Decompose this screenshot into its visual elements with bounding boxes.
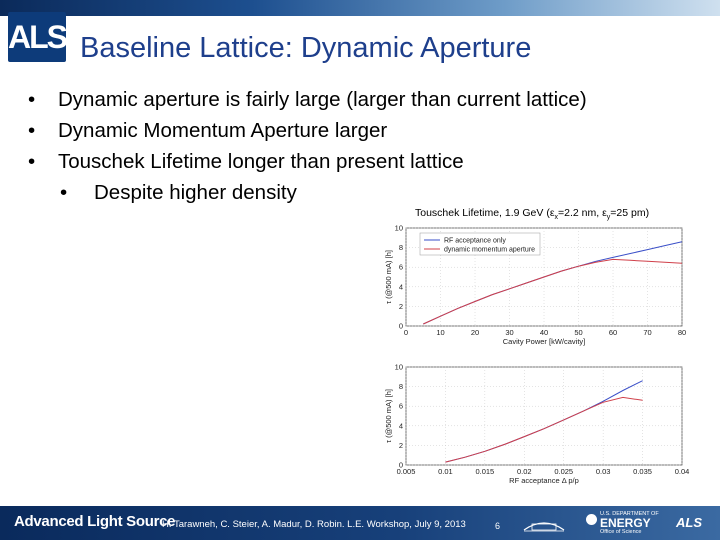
y-tick-label: 4 xyxy=(399,282,403,291)
bullet-text: Dynamic aperture is fairly large (larger… xyxy=(58,88,587,111)
footer-brand: Advanced Light Source xyxy=(14,513,176,530)
y-tick-label: 10 xyxy=(395,224,403,233)
bullet-dot: • xyxy=(60,181,68,204)
x-tick-label: 30 xyxy=(505,328,513,337)
x-tick-label: 0.03 xyxy=(596,467,611,476)
y-tick-label: 8 xyxy=(399,382,403,391)
x-tick-label: 0.025 xyxy=(554,467,573,476)
x-tick-label: 20 xyxy=(471,328,479,337)
x-tick-label: 40 xyxy=(540,328,548,337)
legend-entry: RF acceptance only xyxy=(444,238,506,245)
doe-logo: U.S. DEPARTMENT OF ENERGY Office of Scie… xyxy=(586,511,659,535)
legend-entry: dynamic momentum aperture xyxy=(444,247,535,254)
y-tick-label: 10 xyxy=(395,363,403,372)
doe-dept: U.S. DEPARTMENT OF xyxy=(600,511,659,517)
footer-bar: Advanced Light Source H. Tarawneh, C. St… xyxy=(0,506,720,540)
x-axis-label: Cavity Power [kW/cavity] xyxy=(503,337,586,346)
y-tick-label: 2 xyxy=(399,441,403,450)
y-tick-label: 2 xyxy=(399,302,403,311)
lab-building-icon xyxy=(523,522,565,532)
bullet-dot: • xyxy=(28,88,36,111)
page-number: 6 xyxy=(495,521,501,531)
bullet-item: • Dynamic Momentum Aperture larger xyxy=(20,115,720,146)
bullet-text: Dynamic Momentum Aperture larger xyxy=(58,119,388,142)
x-tick-label: 0 xyxy=(404,328,408,337)
footer-credit: H. Tarawneh, C. Steier, A. Madur, D. Rob… xyxy=(162,519,466,530)
bullet-item: • Touschek Lifetime longer than present l… xyxy=(20,146,720,177)
x-tick-label: 60 xyxy=(609,328,617,337)
bullet-text: Despite higher density xyxy=(94,181,297,204)
x-tick-label: 0.035 xyxy=(633,467,652,476)
x-tick-label: 0.04 xyxy=(675,467,690,476)
x-tick-label: 50 xyxy=(574,328,582,337)
sub-bullet-item: • Despite higher density xyxy=(20,177,720,208)
y-tick-label: 4 xyxy=(399,421,403,430)
x-tick-label: 10 xyxy=(436,328,444,337)
bullet-text: Touschek Lifetime longer than present la… xyxy=(58,150,464,173)
y-tick-label: 0 xyxy=(399,322,403,331)
touschek-lifetime-figure: Touschek Lifetime, 1.9 GeV (εx=2.2 nm, ε… xyxy=(384,207,690,485)
als-logo: ALS xyxy=(8,12,68,62)
x-tick-label: 0.02 xyxy=(517,467,532,476)
legend-box xyxy=(419,232,541,256)
x-tick-label: 0.005 xyxy=(397,467,416,476)
doe-office: Office of Science xyxy=(600,529,642,535)
x-tick-label: 80 xyxy=(678,328,686,337)
bullet-dot: • xyxy=(28,150,36,173)
series-line-dma xyxy=(445,396,643,463)
doe-energy: ENERGY xyxy=(600,516,651,530)
y-tick-label: 0 xyxy=(399,461,403,470)
plot-area xyxy=(405,366,683,466)
bullet-item: • Dynamic aperture is fairly large (large… xyxy=(20,84,720,115)
top-gradient-bar xyxy=(0,0,720,16)
series-line-dma xyxy=(423,258,683,325)
bullet-list: • Dynamic aperture is fairly large (large… xyxy=(20,84,720,208)
x-tick-label: 0.015 xyxy=(475,467,494,476)
x-tick-label: 70 xyxy=(643,328,651,337)
doe-seal-icon xyxy=(586,514,597,525)
x-axis-label: RF acceptance Δ p/p xyxy=(509,476,579,485)
footer-als-mark: ALS xyxy=(676,515,702,530)
y-tick-label: 8 xyxy=(399,243,403,252)
page-title: Baseline Lattice: Dynamic Aperture xyxy=(80,32,532,64)
y-axis-label: τ (@500 mA) [h] xyxy=(384,389,393,443)
x-tick-label: 0.01 xyxy=(438,467,453,476)
y-tick-label: 6 xyxy=(399,263,403,272)
y-tick-label: 6 xyxy=(399,402,403,411)
chart-title: Touschek Lifetime, 1.9 GeV (εx=2.2 nm, ε… xyxy=(415,207,649,221)
bullet-dot: • xyxy=(28,119,36,142)
y-axis-label: τ (@500 mA) [h] xyxy=(384,250,393,304)
